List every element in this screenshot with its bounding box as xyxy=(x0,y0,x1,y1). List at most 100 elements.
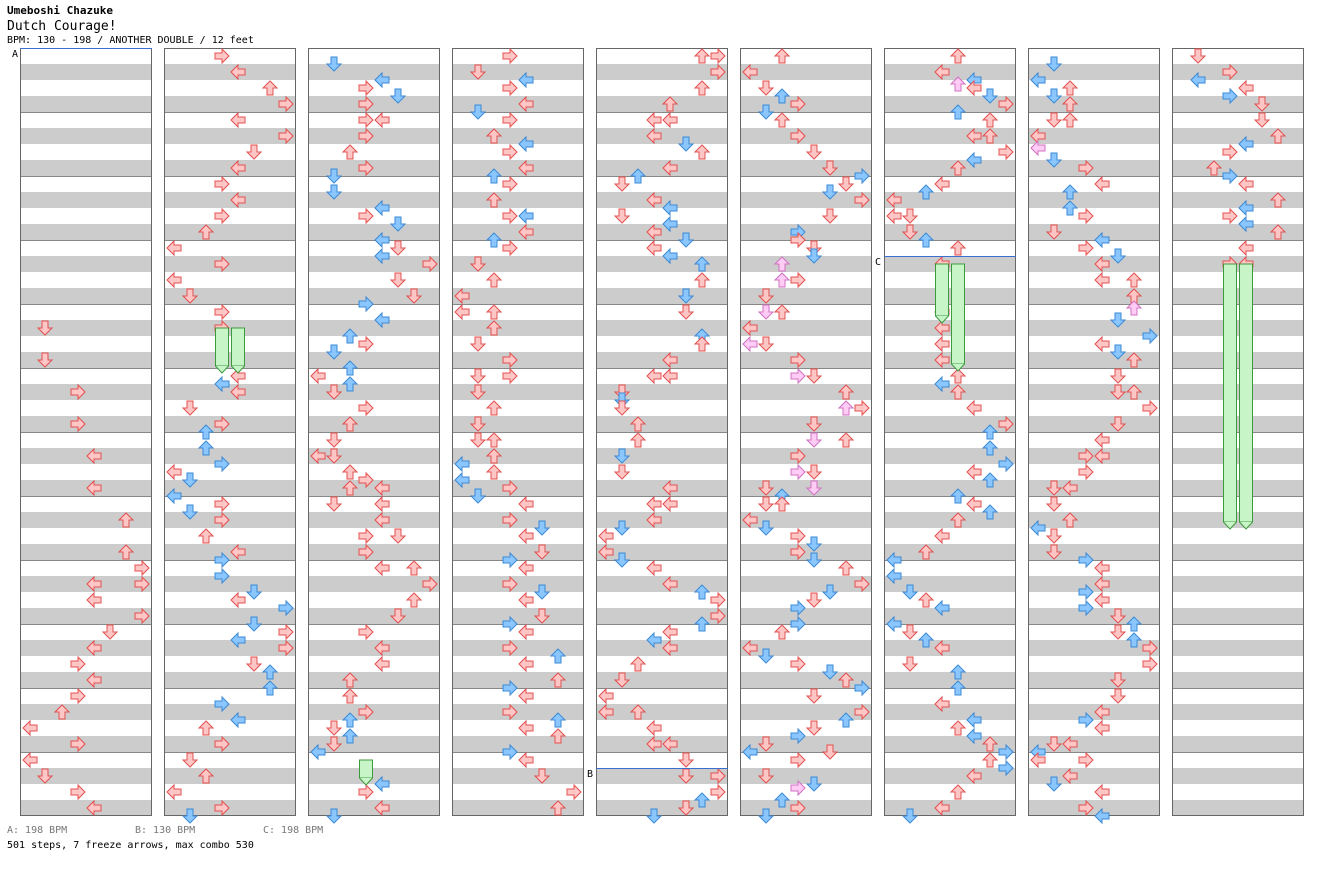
song-title: Dutch Courage! xyxy=(7,19,117,34)
beat-stripe xyxy=(1028,480,1160,496)
beat-stripe xyxy=(596,768,728,784)
step-arrow-icon xyxy=(934,799,950,817)
step-arrow-icon xyxy=(533,520,551,536)
beat-stripe xyxy=(452,752,584,768)
beat-stripe xyxy=(452,656,584,672)
step-arrow-icon xyxy=(422,255,438,273)
beat-stripe xyxy=(308,240,440,256)
step-arrow-icon xyxy=(374,639,390,657)
beat-stripe xyxy=(308,112,440,128)
step-arrow-icon xyxy=(1045,480,1063,496)
beat-stripe xyxy=(308,480,440,496)
beat-stripe xyxy=(20,544,152,560)
beat-stripe xyxy=(308,768,440,784)
step-arrow-icon xyxy=(966,767,982,785)
panel-border xyxy=(740,48,872,816)
step-arrow-icon xyxy=(790,751,806,769)
beat-stripe xyxy=(308,80,440,96)
step-arrow-icon xyxy=(214,375,230,393)
step-arrow-icon xyxy=(469,488,487,504)
step-arrow-icon xyxy=(214,455,230,473)
beat-stripe xyxy=(884,160,1016,176)
beat-stripe xyxy=(596,432,728,448)
step-arrow-icon xyxy=(549,728,567,744)
step-arrow-icon xyxy=(821,584,839,600)
beat-stripe xyxy=(1172,224,1304,240)
beat-stripe xyxy=(452,544,584,560)
beat-stripe xyxy=(308,512,440,528)
step-arrow-icon xyxy=(886,615,902,633)
step-arrow-icon xyxy=(502,239,518,257)
beat-stripe xyxy=(20,288,152,304)
step-arrow-icon xyxy=(949,368,967,384)
step-arrow-icon xyxy=(821,744,839,760)
beat-stripe xyxy=(164,176,296,192)
beat-stripe xyxy=(20,720,152,736)
step-arrow-icon xyxy=(389,240,407,256)
step-arrow-icon xyxy=(1078,583,1094,601)
step-arrow-icon xyxy=(1078,207,1094,225)
beat-stripe xyxy=(452,560,584,576)
step-arrow-icon xyxy=(662,575,678,593)
step-arrow-icon xyxy=(677,800,695,816)
step-arrow-icon xyxy=(389,88,407,104)
step-arrow-icon xyxy=(805,688,823,704)
step-arrow-icon xyxy=(837,560,855,576)
beat-stripe xyxy=(164,800,296,816)
step-arrow-icon xyxy=(1253,112,1271,128)
step-arrow-icon xyxy=(981,504,999,520)
step-arrow-icon xyxy=(518,223,534,241)
beat-stripe xyxy=(1028,320,1160,336)
step-arrow-icon xyxy=(1061,80,1079,96)
beat-stripe xyxy=(1028,400,1160,416)
beat-stripe xyxy=(1028,704,1160,720)
step-arrow-icon xyxy=(405,288,423,304)
step-arrow-icon xyxy=(1109,248,1127,264)
beat-stripe xyxy=(1028,512,1160,528)
beat-stripe xyxy=(740,704,872,720)
step-arrow-icon xyxy=(693,48,711,64)
beat-stripe xyxy=(596,480,728,496)
step-arrow-icon xyxy=(325,448,343,464)
beat-stripe xyxy=(308,640,440,656)
step-arrow-icon xyxy=(230,111,246,129)
beat-stripe xyxy=(308,64,440,80)
step-arrow-icon xyxy=(1190,71,1206,89)
step-arrow-icon xyxy=(533,544,551,560)
step-arrow-icon xyxy=(1045,152,1063,168)
step-arrow-icon xyxy=(742,639,758,657)
step-arrow-icon xyxy=(533,608,551,624)
beat-stripe xyxy=(452,416,584,432)
step-arrow-icon xyxy=(502,479,518,497)
step-arrow-icon xyxy=(469,104,487,120)
step-arrow-icon xyxy=(662,111,678,129)
beat-stripe xyxy=(1028,384,1160,400)
step-arrow-icon xyxy=(1045,736,1063,752)
beat-stripe xyxy=(164,752,296,768)
beat-stripe xyxy=(20,336,152,352)
beat-stripe xyxy=(452,192,584,208)
beat-stripe xyxy=(164,256,296,272)
step-arrow-icon xyxy=(197,424,215,440)
beat-stripe xyxy=(884,608,1016,624)
beat-stripe xyxy=(740,336,872,352)
step-arrow-icon xyxy=(613,672,631,688)
beat-stripe xyxy=(740,320,872,336)
step-arrow-icon xyxy=(981,752,999,768)
step-arrow-icon xyxy=(1238,215,1254,233)
step-arrow-icon xyxy=(181,288,199,304)
beat-stripe xyxy=(164,272,296,288)
beat-stripe xyxy=(1172,112,1304,128)
beat-stripe xyxy=(1028,736,1160,752)
step-arrow-icon xyxy=(230,191,246,209)
step-arrow-icon xyxy=(646,631,662,649)
step-arrow-icon xyxy=(837,400,855,416)
beat-stripe xyxy=(20,432,152,448)
beat-stripe xyxy=(1172,672,1304,688)
beat-stripe xyxy=(1028,112,1160,128)
beat-stripe xyxy=(20,448,152,464)
step-arrow-icon xyxy=(693,584,711,600)
beat-stripe xyxy=(884,784,1016,800)
beat-stripe xyxy=(884,176,1016,192)
step-arrow-icon xyxy=(1061,184,1079,200)
